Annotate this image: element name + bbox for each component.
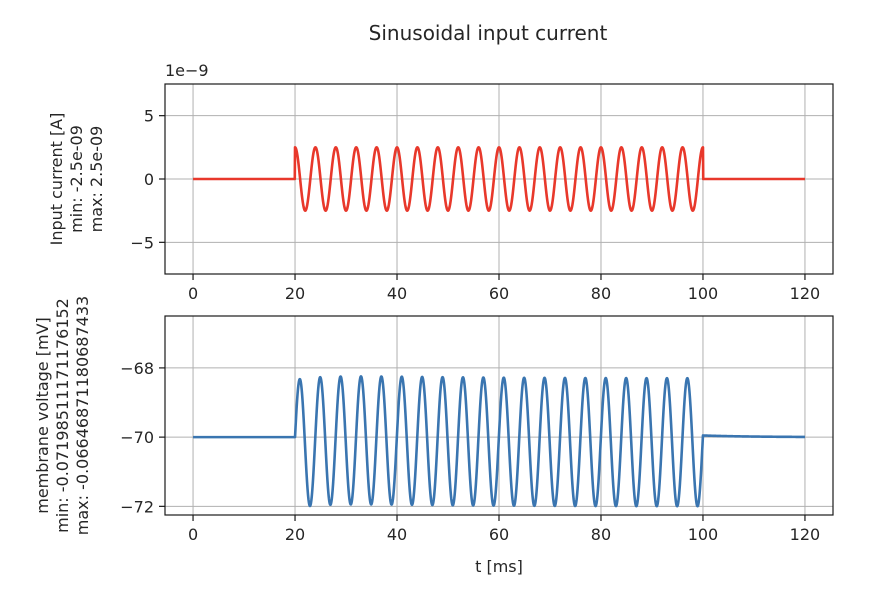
x-axis-label: t [ms] [475,557,523,576]
y-offset-label: 1e−9 [165,61,209,80]
x-tick-label: 100 [688,525,719,544]
y-tick-label: −5 [130,233,154,252]
input-current-line [192,146,807,212]
x-tick-label: 60 [489,284,509,303]
y-tick-label: 0 [144,170,154,189]
y-axis-label: min: -2.5e-09 [67,125,86,233]
x-tick-label: 20 [285,284,305,303]
x-tick-label: 100 [688,284,719,303]
y-tick-label: −68 [120,359,154,378]
y-axis-label: Input current [A] [47,113,66,246]
y-axis-label: max: 2.5e-09 [87,126,106,233]
y-tick-label: −70 [120,428,154,447]
y-tick-label: 5 [144,107,154,126]
y-axis-label: min: -0.07198511171176152 [53,298,72,533]
x-tick-label: 0 [188,525,198,544]
x-tick-label: 120 [790,525,821,544]
y-axis-label: membrane voltage [mV] [33,317,52,514]
x-tick-label: 80 [591,525,611,544]
x-tick-label: 60 [489,525,509,544]
x-tick-label: 80 [591,284,611,303]
x-tick-label: 0 [188,284,198,303]
x-tick-label: 40 [387,284,407,303]
input-current-axes: 0 20 40 60 80 100 120 −5 0 5 1e−9 Input current [A]… [47,61,834,303]
x-tick-label: 40 [387,525,407,544]
x-tick-label: 120 [790,284,821,303]
membrane-voltage-line [192,375,807,508]
membrane-voltage-axes: 0 20 40 60 80 100 120 −72 −70 −68 membrane voltage… [33,296,834,576]
x-tick-label: 20 [285,525,305,544]
chart-title: Sinusoidal input current [369,21,608,45]
y-axis-label: max: -0.06646871180687433 [73,296,92,535]
y-tick-label: −72 [120,497,154,516]
